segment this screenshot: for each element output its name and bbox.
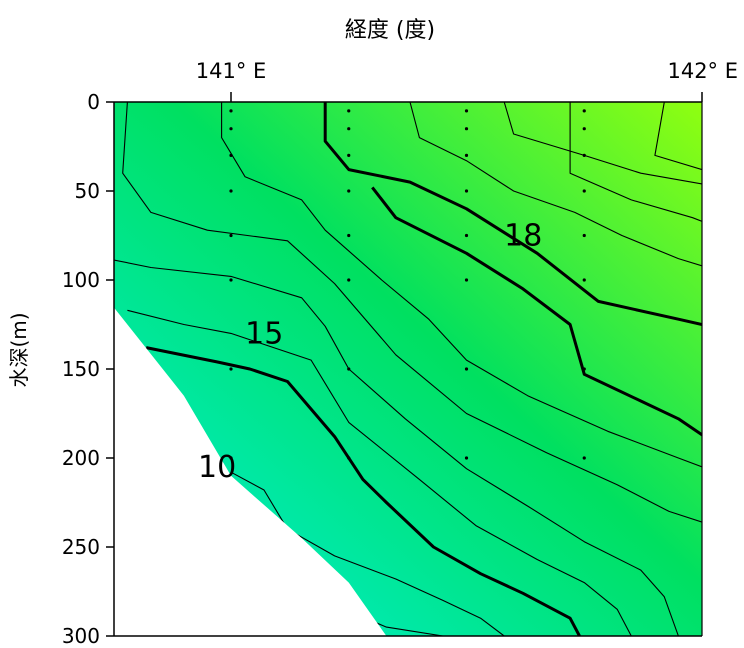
station-dot bbox=[347, 233, 351, 238]
station-dot bbox=[347, 109, 351, 113]
contour-line bbox=[323, 102, 702, 326]
contour-line bbox=[122, 102, 702, 523]
contour-line bbox=[127, 309, 632, 636]
contour-labels: 18 15 10 bbox=[198, 219, 542, 485]
station-dot bbox=[229, 109, 233, 113]
axes: 0 50 100 150 200 250 300 141° E 142° E bbox=[62, 59, 738, 648]
contour-line bbox=[145, 346, 581, 636]
station-dot bbox=[347, 367, 351, 371]
y-tick-label: 200 bbox=[62, 446, 100, 470]
station-dot bbox=[464, 456, 469, 460]
contour-value-label: 18 bbox=[504, 219, 542, 254]
station-dot bbox=[229, 278, 233, 282]
station-dot bbox=[229, 127, 233, 131]
y-tick-label: 150 bbox=[62, 357, 100, 381]
station-markers bbox=[229, 109, 586, 460]
contour-line bbox=[371, 186, 702, 437]
x-tick-label: 141° E bbox=[196, 59, 267, 83]
station-dot bbox=[347, 278, 351, 282]
station-dot bbox=[229, 456, 233, 460]
y-axis-title: 水深(m) bbox=[7, 312, 31, 387]
station-dot bbox=[347, 456, 351, 460]
contour-line bbox=[114, 259, 679, 636]
station-dot bbox=[464, 109, 469, 113]
contour-line bbox=[409, 102, 702, 267]
contour-value-label: 10 bbox=[198, 450, 236, 485]
station-dot bbox=[229, 189, 233, 193]
station-dot bbox=[464, 127, 469, 131]
station-dot bbox=[464, 233, 469, 238]
y-tick-label: 50 bbox=[75, 179, 100, 203]
station-dot bbox=[464, 189, 469, 193]
contour-line bbox=[569, 102, 702, 222]
station-dot bbox=[582, 127, 586, 131]
station-dot bbox=[582, 367, 586, 371]
x-axis-title: 経度 (度) bbox=[345, 18, 435, 43]
station-dot bbox=[229, 367, 233, 371]
station-dot bbox=[229, 153, 233, 157]
station-dot bbox=[582, 233, 586, 238]
station-dot bbox=[229, 233, 233, 238]
station-dot bbox=[464, 367, 469, 371]
station-dot bbox=[464, 153, 469, 157]
station-dot bbox=[347, 153, 351, 157]
contour-line bbox=[221, 102, 702, 468]
x-tick-label: 142° E bbox=[667, 59, 738, 83]
station-dot bbox=[582, 189, 586, 193]
y-tick-label: 100 bbox=[62, 268, 100, 292]
station-dot bbox=[464, 278, 469, 282]
seabed-mask bbox=[114, 102, 387, 636]
station-dot bbox=[582, 109, 586, 113]
y-tick-label: 300 bbox=[62, 624, 100, 648]
contour-line bbox=[230, 471, 505, 636]
y-tick-label: 0 bbox=[87, 90, 100, 114]
station-dot bbox=[582, 278, 586, 282]
station-dot bbox=[582, 153, 586, 157]
contour-value-label: 15 bbox=[245, 316, 283, 351]
y-tick-label: 250 bbox=[62, 535, 100, 559]
station-dot bbox=[347, 189, 351, 193]
contour-line bbox=[654, 102, 702, 171]
station-dot bbox=[347, 127, 351, 131]
station-dot bbox=[582, 456, 586, 460]
